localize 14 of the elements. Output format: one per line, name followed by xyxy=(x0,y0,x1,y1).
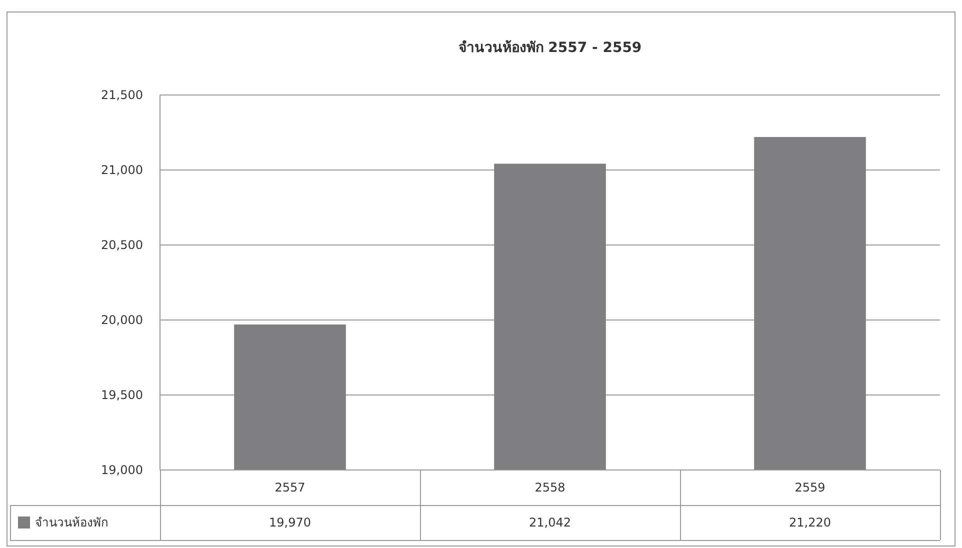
y-tick-label: 19,500 xyxy=(101,388,143,402)
y-tick-label: 19,000 xyxy=(101,463,143,477)
x-tick-label: 2557 xyxy=(274,480,306,494)
y-tick-label: 20,000 xyxy=(101,313,143,327)
legend-label: จำนวนห้องพัก xyxy=(35,516,108,530)
x-tick-label: 2558 xyxy=(534,480,566,494)
x-tick-label: 2559 xyxy=(794,480,826,494)
chart-title: จำนวนห้องพัก 2557 - 2559 xyxy=(458,40,642,56)
data-label: 21,042 xyxy=(529,516,571,530)
y-tick-label: 21,500 xyxy=(101,88,143,102)
y-tick-label: 20,500 xyxy=(101,238,143,252)
data-label: 19,970 xyxy=(269,516,311,530)
data-label: 21,220 xyxy=(789,516,831,530)
y-tick-label: 21,000 xyxy=(101,163,143,177)
